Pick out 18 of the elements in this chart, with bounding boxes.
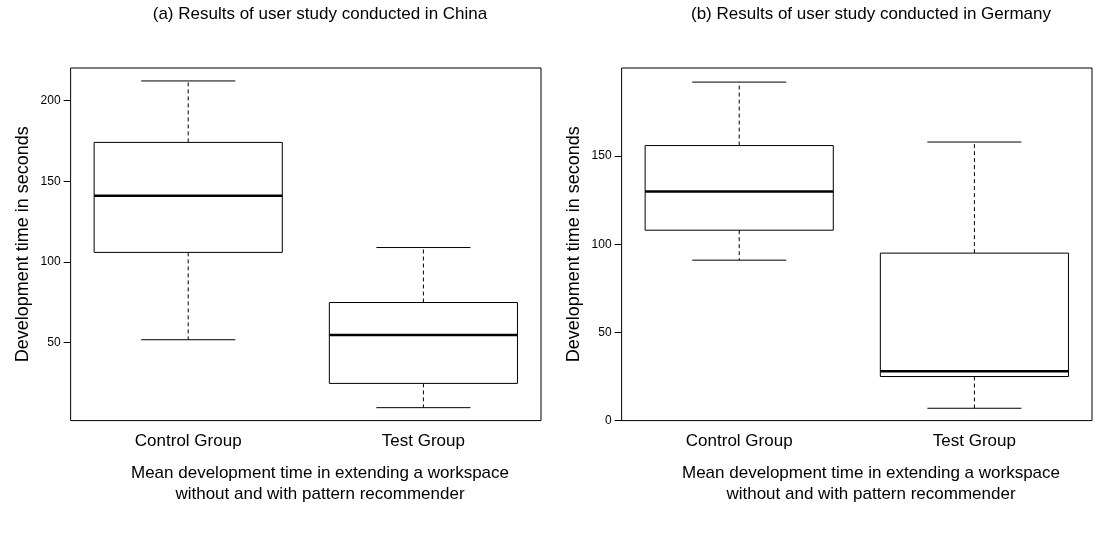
x-tick-label: Control Group	[134, 431, 242, 451]
y-tick-label: 100	[40, 254, 61, 269]
y-tick-label: 150	[591, 148, 612, 163]
y-tick-label: 0	[604, 412, 612, 427]
chart-title: (b) Results of user study conducted in Germany	[690, 4, 1052, 24]
chart-title: (a) Results of user study conducted in China	[151, 4, 489, 24]
y-tick-label: 150	[40, 173, 61, 188]
y-tick-label: 50	[47, 335, 61, 350]
x-axis-title: Mean development time in extending a workspace without and with pattern recommender	[130, 462, 510, 504]
x-tick-label: Control Group	[685, 431, 793, 451]
y-tick-label: 50	[598, 324, 612, 339]
x-tick-label: Test Group	[381, 431, 465, 451]
x-axis-title: Mean development time in extending a workspace without and with pattern recommender	[681, 462, 1061, 504]
y-tick-label: 200	[40, 92, 61, 107]
y-axis-title: Development time in seconds	[11, 126, 32, 363]
y-tick-label: 100	[591, 236, 612, 251]
x-tick-label: Test Group	[932, 431, 1016, 451]
y-axis-title: Development time in seconds	[562, 126, 583, 363]
